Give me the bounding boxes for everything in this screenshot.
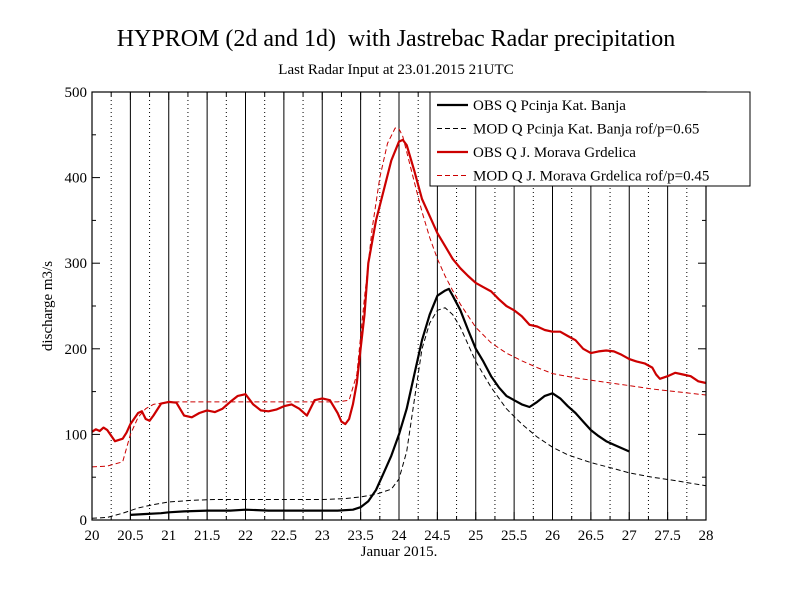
x-tick-label: 26.5 [578,528,604,544]
chart-subtitle: Last Radar Input at 23.01.2015 21UTC [278,62,514,78]
legend-label: MOD Q Pcinja Kat. Banja rof/p=0.65 [473,122,699,138]
x-tick-label: 21 [161,528,176,544]
x-tick-label: 25.5 [501,528,527,544]
legend-label: OBS Q J. Morava Grdelica [473,145,636,161]
legend-label: MOD Q J. Morava Grdelica rof/p=0.45 [473,169,709,185]
y-tick-label: 400 [65,171,88,187]
x-tick-label: 22.5 [271,528,297,544]
x-tick-label: 27 [622,528,638,544]
x-tick-label: 23 [315,528,330,544]
x-tick-label: 20.5 [117,528,143,544]
x-tick-label: 24 [392,528,408,544]
x-tick-label: 27.5 [655,528,681,544]
x-tick-label: 28 [699,528,714,544]
legend: OBS Q Pcinja Kat. Banja MOD Q Pcinja Kat.… [429,91,751,187]
legend-box [429,91,751,187]
y-axis-label: discharge m3/s [40,261,56,351]
y-tick-label: 300 [65,256,88,272]
y-tick-label: 100 [65,427,88,443]
y-tick-label: 0 [80,513,88,529]
x-tick-label: 25 [468,528,483,544]
y-tick-label: 500 [65,85,88,101]
series-line-1 [130,287,630,516]
x-tick-label: 24.5 [424,528,450,544]
y-tick-label: 200 [65,342,88,358]
x-tick-label: 23.5 [348,528,374,544]
x-tick-label: 20 [85,528,100,544]
x-tick-label: 21.5 [194,528,220,544]
legend-label: OBS Q Pcinja Kat. Banja [473,98,626,114]
series-layer [91,127,707,519]
series-line-2 [91,307,707,519]
chart-title: HYPROM (2d and 1d) with Jastrebac Radar … [116,26,676,52]
series-line-4 [91,127,707,468]
x-tick-label: 26 [545,528,561,544]
x-axis-label: Januar 2015. [361,544,438,560]
x-tick-label: 22 [238,528,253,544]
